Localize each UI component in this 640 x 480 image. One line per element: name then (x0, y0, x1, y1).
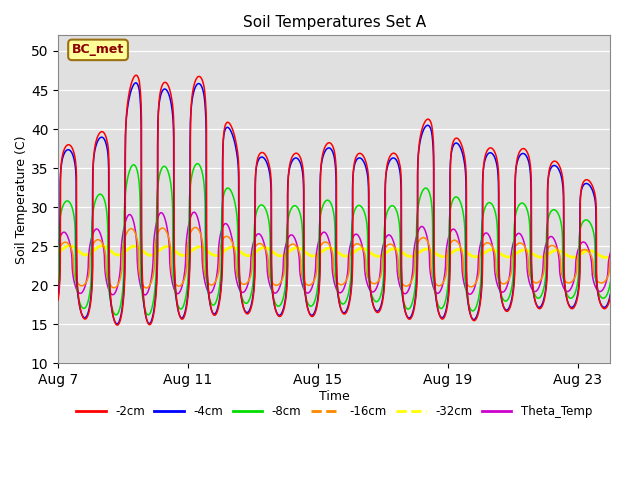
Y-axis label: Soil Temperature (C): Soil Temperature (C) (15, 135, 28, 264)
Legend: -2cm, -4cm, -8cm, -16cm, -32cm, Theta_Temp: -2cm, -4cm, -8cm, -16cm, -32cm, Theta_Te… (72, 401, 597, 423)
X-axis label: Time: Time (319, 390, 349, 403)
Text: BC_met: BC_met (72, 43, 124, 56)
Title: Soil Temperatures Set A: Soil Temperatures Set A (243, 15, 426, 30)
